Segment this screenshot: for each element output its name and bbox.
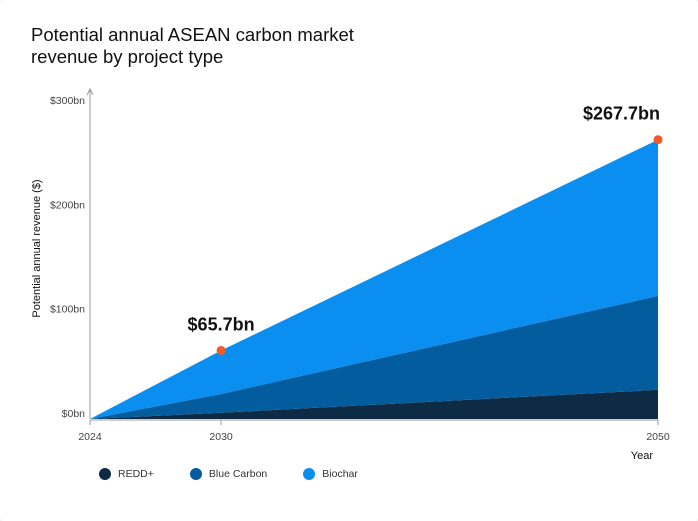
y-tick-label: $100bn xyxy=(50,304,85,316)
chart-legend: REDD+ Blue Carbon Biochar xyxy=(99,468,394,480)
y-tick-label: $300bn xyxy=(50,95,85,107)
legend-swatch xyxy=(99,468,111,480)
legend-item: Biochar xyxy=(303,468,358,480)
y-tick-label: $0bn xyxy=(62,408,86,420)
x-tick-label: 2050 xyxy=(646,431,670,443)
area-blue-carbon xyxy=(90,295,658,419)
x-tick-label: 2030 xyxy=(209,431,233,443)
y-tick-label: $200bn xyxy=(50,199,85,211)
value-callout: $65.7bn xyxy=(188,314,255,334)
area-biochar xyxy=(90,139,658,420)
y-axis-arrow xyxy=(86,87,94,96)
x-tick-label: 2024 xyxy=(78,431,102,443)
x-axis-title: Year xyxy=(631,450,654,462)
legend-swatch xyxy=(189,468,202,480)
value-marker xyxy=(653,135,663,145)
y-axis-title: Potential annual revenue ($) xyxy=(31,179,43,317)
area-redd xyxy=(90,389,658,419)
value-marker xyxy=(216,345,226,355)
chart-title: Potential annual ASEAN carbon market rev… xyxy=(31,24,354,67)
legend-swatch xyxy=(303,468,316,480)
legend-item: REDD+ xyxy=(99,468,154,480)
value-callout: $267.7bn xyxy=(583,104,660,124)
legend-label: REDD+ xyxy=(118,468,154,480)
legend-label: Blue Carbon xyxy=(208,468,268,480)
legend-label: Biochar xyxy=(322,468,358,480)
legend-item: Blue Carbon xyxy=(189,468,268,480)
